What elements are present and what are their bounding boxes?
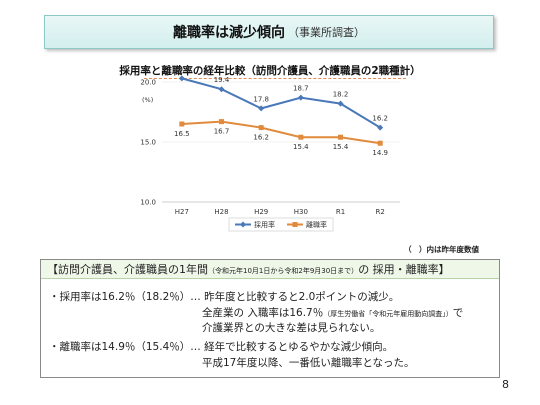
- x-tick-label: H29: [254, 208, 268, 216]
- note-text: （ ）内は昨年度数値: [404, 245, 479, 254]
- industry-rate-source: （厚生労働省「令和元年雇用動向調査」）: [323, 310, 453, 318]
- y-tick-label: 15.0: [140, 139, 156, 147]
- data-label: 16.5: [174, 130, 190, 138]
- data-point: [179, 121, 185, 127]
- chart-title-underline: [144, 78, 406, 79]
- data-point: [258, 125, 264, 131]
- industry-rate-text: 全産業の 入職率は16.7％: [202, 307, 324, 319]
- data-point: [297, 94, 304, 101]
- x-tick-label: R2: [376, 208, 385, 216]
- panel-header-tail: の 採用・離職率】: [358, 263, 450, 276]
- data-point: [377, 124, 384, 131]
- x-tick-label: H30: [294, 208, 308, 216]
- data-point: [377, 140, 383, 146]
- series-line-0: [181, 77, 381, 129]
- y-axis-label: (%): [142, 96, 153, 104]
- x-tick-label: H27: [175, 208, 189, 216]
- data-point: [218, 86, 225, 93]
- hire-rate-line: ・採用率は16.2％（18.2％）… 昨年度と比較すると2.0ポイントの減少。: [49, 291, 400, 303]
- legend-label: 採用率: [254, 220, 275, 229]
- leave-rate-line: ・離職率は14.9％（15.4％）… 経年で比較するとゆるやかな減少傾向。: [49, 341, 394, 353]
- data-label: 20.3: [174, 65, 190, 73]
- data-point: [178, 75, 185, 82]
- summary-panel: 【訪問介護員、介護職員の1年間（令和元年10月1日から令和2年9月30日まで）の…: [40, 259, 500, 378]
- data-label: 15.4: [333, 143, 349, 151]
- series-line-1: [181, 120, 381, 145]
- data-point: [338, 134, 343, 140]
- data-label: 17.8: [253, 95, 269, 103]
- data-label: 16.2: [253, 134, 269, 142]
- page-number: 8: [502, 378, 509, 391]
- y-tick-label: 10.0: [140, 199, 156, 207]
- chart-title: 採用率と離職率の経年比較（訪問介護員、介護職員の2職種計）: [119, 65, 421, 77]
- data-point: [219, 119, 224, 125]
- legend-marker: [292, 222, 298, 227]
- slide-title: 離職率は減少傾向: [173, 25, 285, 41]
- line-chart: (%) 10.0 15.0 20.0 H27 H28 H29 H30 R1 R2 20.3 19.4 1…: [140, 65, 400, 232]
- data-label: 16.7: [214, 128, 230, 136]
- panel-header-period: （令和元年10月1日から令和2年9月30日まで）: [208, 267, 359, 275]
- legend-label: 離職率: [306, 220, 327, 229]
- data-label: 19.4: [214, 76, 230, 84]
- legend-marker: [240, 221, 246, 228]
- data-label: 18.7: [293, 85, 309, 93]
- data-point: [337, 100, 344, 107]
- title-box: 離職率は減少傾向 （事業所調査）: [44, 15, 494, 49]
- industry-rate-tail: で: [452, 307, 464, 319]
- slide-subtitle: （事業所調査）: [288, 26, 365, 39]
- legend-box: [228, 217, 334, 232]
- x-tick-label: R1: [336, 208, 345, 216]
- data-label: 14.9: [372, 149, 388, 157]
- leave-trend-line: 平成17年度以降、一番低い離職率となった。: [202, 357, 415, 369]
- data-label: 15.4: [293, 143, 309, 151]
- data-label: 16.2: [372, 115, 388, 123]
- x-tick-label: H28: [214, 208, 228, 216]
- data-label: 18.2: [333, 91, 349, 99]
- data-point: [258, 105, 265, 112]
- data-point: [298, 134, 304, 140]
- panel-header: 【訪問介護員、介護職員の1年間（令和元年10月1日から令和2年9月30日まで）の…: [41, 260, 499, 279]
- panel-header-main: 【訪問介護員、介護職員の1年間: [47, 263, 208, 276]
- industry-compare-line: 介護業界との大きな差は見られない。: [202, 322, 381, 334]
- y-tick-label: 20.0: [140, 79, 156, 87]
- industry-rate-line: 全産業の 入職率は16.7％（厚生労働省「令和元年雇用動向調査」）で: [202, 305, 463, 320]
